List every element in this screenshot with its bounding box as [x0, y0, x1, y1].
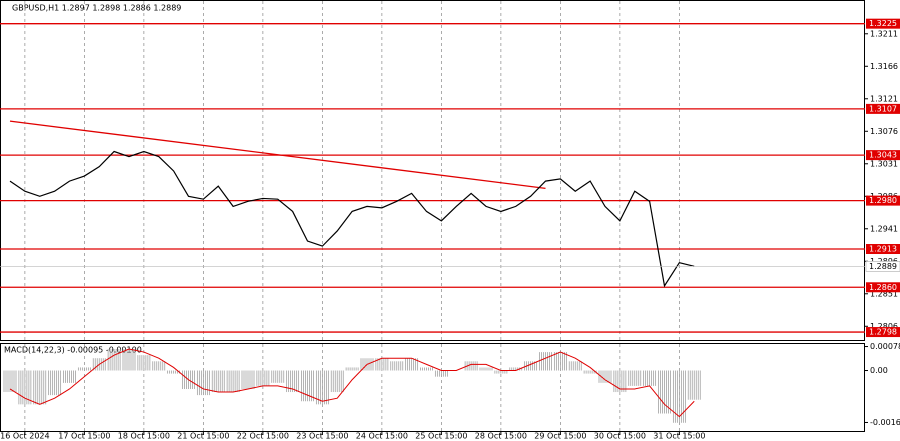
level-label: 1.3225 [866, 18, 900, 29]
y-tick-label: 1.3076 [870, 127, 898, 136]
macd-y-tick-label: 0.00078 [870, 342, 900, 351]
level-label-box [866, 195, 900, 206]
macd-signal [9, 348, 695, 418]
level-label-text: 1.2860 [869, 283, 897, 292]
x-tick-label: 16 Oct 2024 [0, 432, 49, 441]
y-tick-label: 1.3211 [870, 29, 898, 38]
macd-y-tick-label: -0.00169 [870, 418, 900, 427]
price-marker-label: 1.2889 [869, 262, 897, 271]
y-tick-label: 1.3031 [870, 159, 898, 168]
level-label-box [866, 244, 900, 254]
x-tick-label: 29 Oct 15:00 [534, 432, 586, 441]
level-label: 1.3107 [866, 103, 900, 114]
level-label-box [866, 282, 900, 293]
level-label-box [866, 327, 900, 338]
x-tick-label: 22 Oct 15:00 [237, 432, 289, 441]
level-label-box [866, 150, 900, 161]
macd-panel [0, 343, 865, 432]
y-tick-label: 1.3166 [870, 62, 898, 71]
chart-title: GBPUSD,H1 1.2897 1.2898 1.2886 1.2889 [12, 4, 181, 13]
level-label-text: 1.3225 [869, 19, 897, 28]
level-label-text: 1.2980 [869, 196, 897, 205]
price-panel [0, 0, 865, 341]
y-tick-label: 1.3121 [870, 94, 898, 103]
level-label-text: 1.2913 [869, 245, 897, 254]
x-tick-label: 31 Oct 15:00 [653, 432, 705, 441]
x-tick-label: 17 Oct 15:00 [58, 432, 110, 441]
x-tick-label: 23 Oct 15:00 [296, 432, 348, 441]
level-label-box [866, 18, 900, 29]
level-label: 1.2913 [866, 244, 900, 254]
level-label-text: 1.3107 [869, 104, 897, 113]
x-tick-label: 28 Oct 15:00 [475, 432, 527, 441]
trendline [9, 120, 546, 189]
level-label-text: 1.2798 [869, 328, 897, 337]
level-label-box [866, 103, 900, 114]
level-label: 1.2860 [866, 282, 900, 293]
price-marker-box [865, 261, 900, 272]
level-label: 1.3043 [866, 150, 900, 161]
macd-title: MACD(14,22,3) -0.00095 -0.00100 [4, 346, 142, 355]
y-tick-label: 1.2806 [870, 322, 898, 331]
y-tick-label: 1.2941 [870, 224, 898, 233]
y-tick-label: 1.2851 [870, 289, 898, 298]
x-tick-label: 30 Oct 15:00 [594, 432, 646, 441]
macd-y-tick-label: 0.00 [870, 366, 888, 375]
level-label: 1.2980 [866, 195, 900, 206]
x-tick-label: 24 Oct 15:00 [356, 432, 408, 441]
level-label: 1.2798 [866, 327, 900, 338]
level-label-text: 1.3043 [869, 151, 897, 160]
x-tick-label: 18 Oct 15:00 [118, 432, 170, 441]
x-tick-label: 21 Oct 15:00 [177, 432, 229, 441]
x-tick-label: 25 Oct 15:00 [415, 432, 467, 441]
price-line [9, 150, 695, 288]
